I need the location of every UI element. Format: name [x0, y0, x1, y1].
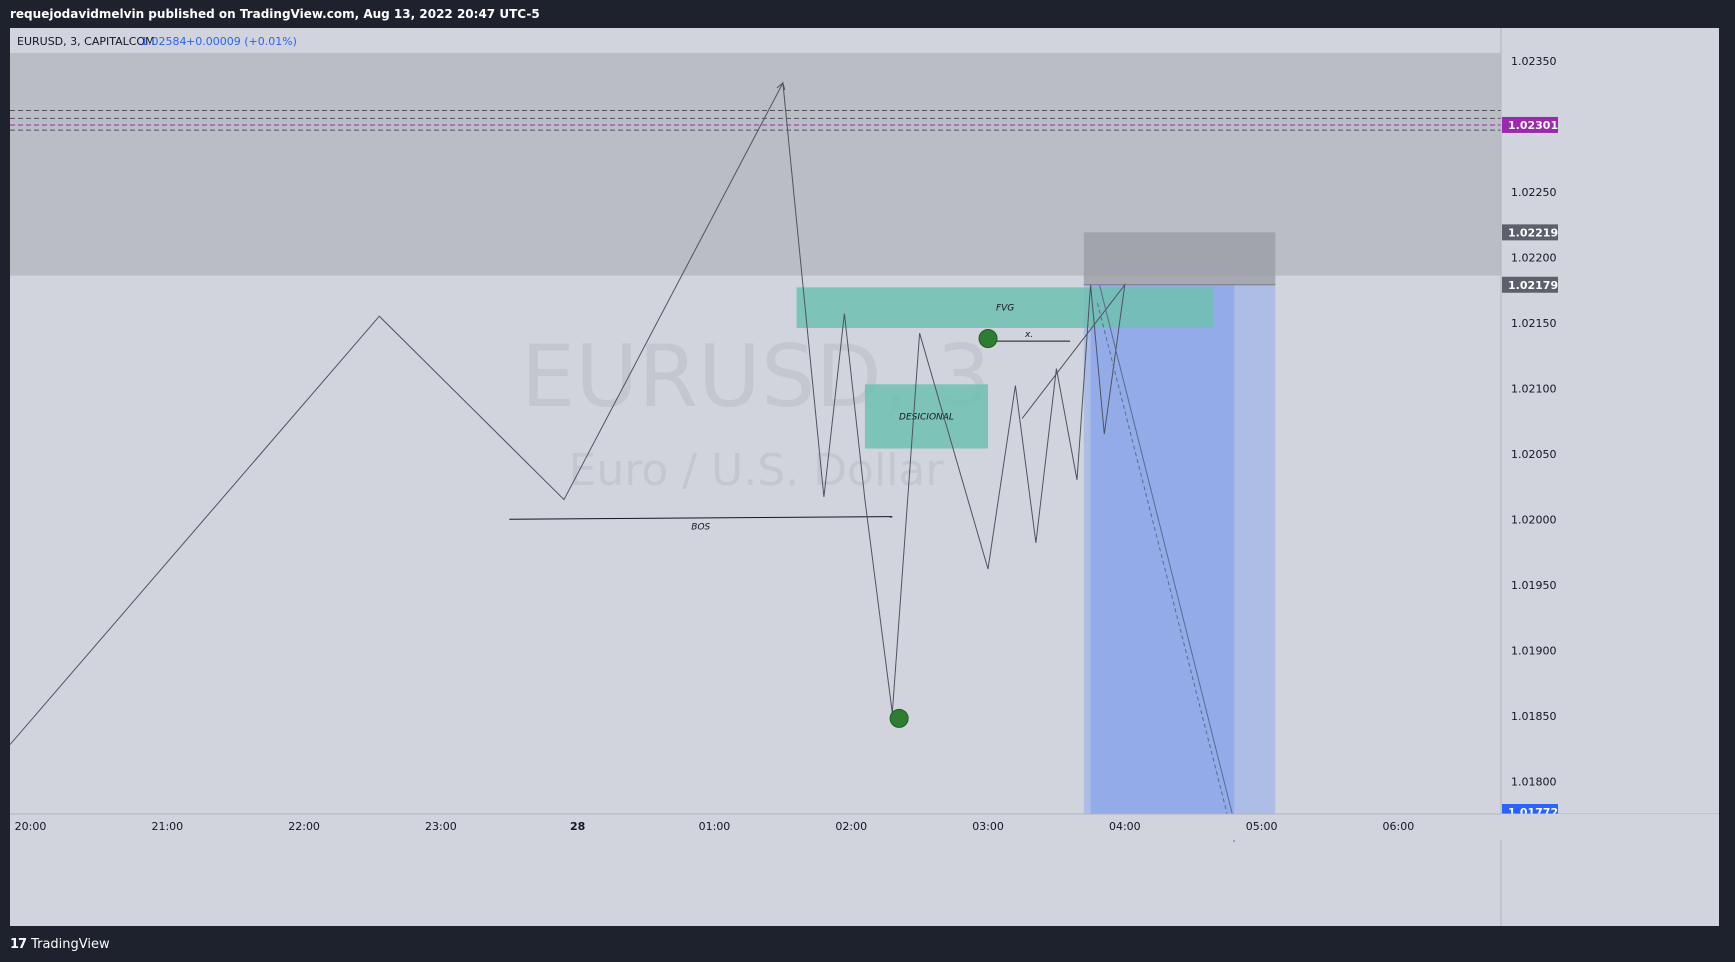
- y-tick-label: 1.02250: [1511, 186, 1557, 199]
- x-tick-label: 01:00: [699, 820, 731, 833]
- desicional-label: DESICIONAL: [899, 412, 954, 422]
- price-label-bg: [1502, 224, 1558, 241]
- pivot-low[interactable]: [889, 708, 909, 728]
- chart-frame[interactable]: EURUSD, 3 Euro / U.S. Dollar FVG DESICIONAL…: [9, 28, 1719, 926]
- publish-header: requejodavidmelvin published on TradingV…: [0, 0, 1735, 28]
- position-risk-zone[interactable]: [1083, 232, 1276, 285]
- time-axis-bg: [10, 814, 1719, 840]
- price-label: 1.02179: [1508, 279, 1558, 292]
- y-tick-label: 1.02050: [1511, 448, 1557, 461]
- bos-line-label: BOS: [691, 522, 710, 532]
- price-axis-bg: [1501, 28, 1719, 814]
- publish-info: requejodavidmelvin published on TradingV…: [10, 7, 540, 21]
- price-path-line[interactable]: [9, 81, 1126, 745]
- x-tick-label: 03:00: [972, 820, 1004, 833]
- legend-symbol: EURUSD, 3, CAPITALCOM: [17, 35, 155, 48]
- footer-bar: 17 TradingView: [0, 926, 1735, 962]
- time-axis-corner: [1501, 814, 1719, 840]
- legend-change: +0.00009 (+0.01%): [186, 35, 297, 48]
- y-tick-label: 1.01850: [1511, 710, 1557, 723]
- x-tick-label: 23:00: [425, 820, 457, 833]
- price-label-bg: [1502, 276, 1558, 293]
- x-tick-label: 06:00: [1383, 820, 1415, 833]
- x-tick-label: 22:00: [288, 820, 320, 833]
- position-reward-zone-inner[interactable]: [1090, 284, 1235, 818]
- desicional-zone[interactable]: [864, 384, 989, 449]
- tradingview-logo-icon[interactable]: 17: [10, 936, 27, 952]
- projection-dashed-line[interactable]: [1096, 302, 1235, 843]
- rally-arrowhead: [776, 82, 786, 91]
- x-tick-label: 02:00: [835, 820, 867, 833]
- y-tick-label: 1.02200: [1511, 251, 1557, 264]
- chart-legend: EURUSD, 3, CAPITALCOM 1.02584 +0.00009 (…: [17, 35, 297, 48]
- time-axis[interactable]: 20:00 21:00 22:00 23:00 28 01:00 02:00 03:00 04:…: [10, 813, 1719, 840]
- y-tick-label: 1.02000: [1511, 513, 1557, 526]
- y-tick-label: 1.02350: [1511, 55, 1557, 68]
- x-tick-label: 05:00: [1246, 820, 1278, 833]
- y-tick-label: 1.02100: [1511, 382, 1557, 395]
- y-tick-label: 1.01900: [1511, 644, 1557, 657]
- projection-line[interactable]: [1098, 284, 1235, 823]
- y-tick-label: 1.02150: [1511, 317, 1557, 330]
- price-label: 1.02219: [1508, 226, 1558, 239]
- price-label: 1.02301: [1508, 119, 1558, 132]
- x-tick-label: 28: [570, 820, 585, 833]
- x-tick-label: 21:00: [151, 820, 183, 833]
- legend-price: 1.02584: [141, 35, 187, 48]
- x-tick-label: 20:00: [15, 820, 47, 833]
- brand-name[interactable]: TradingView: [31, 936, 110, 952]
- x-line-label: x.: [1024, 330, 1033, 340]
- x-tick-label: 04:00: [1109, 820, 1141, 833]
- y-tick-label: 1.01950: [1511, 579, 1557, 592]
- y-tick-label: 1.01800: [1511, 775, 1557, 788]
- bos-line[interactable]: [509, 516, 893, 520]
- price-label-bg: [1502, 116, 1558, 133]
- fvg-zone[interactable]: [796, 287, 1214, 328]
- fvg-label: FVG: [996, 304, 1014, 314]
- price-axis[interactable]: 1.02350 1.02250 1.02200 1.02150 1.02100 1.020…: [1500, 28, 1719, 926]
- watermark-description: Euro / U.S. Dollar: [569, 445, 945, 496]
- supply-zone[interactable]: [10, 52, 1501, 276]
- pivot-high[interactable]: [978, 328, 998, 348]
